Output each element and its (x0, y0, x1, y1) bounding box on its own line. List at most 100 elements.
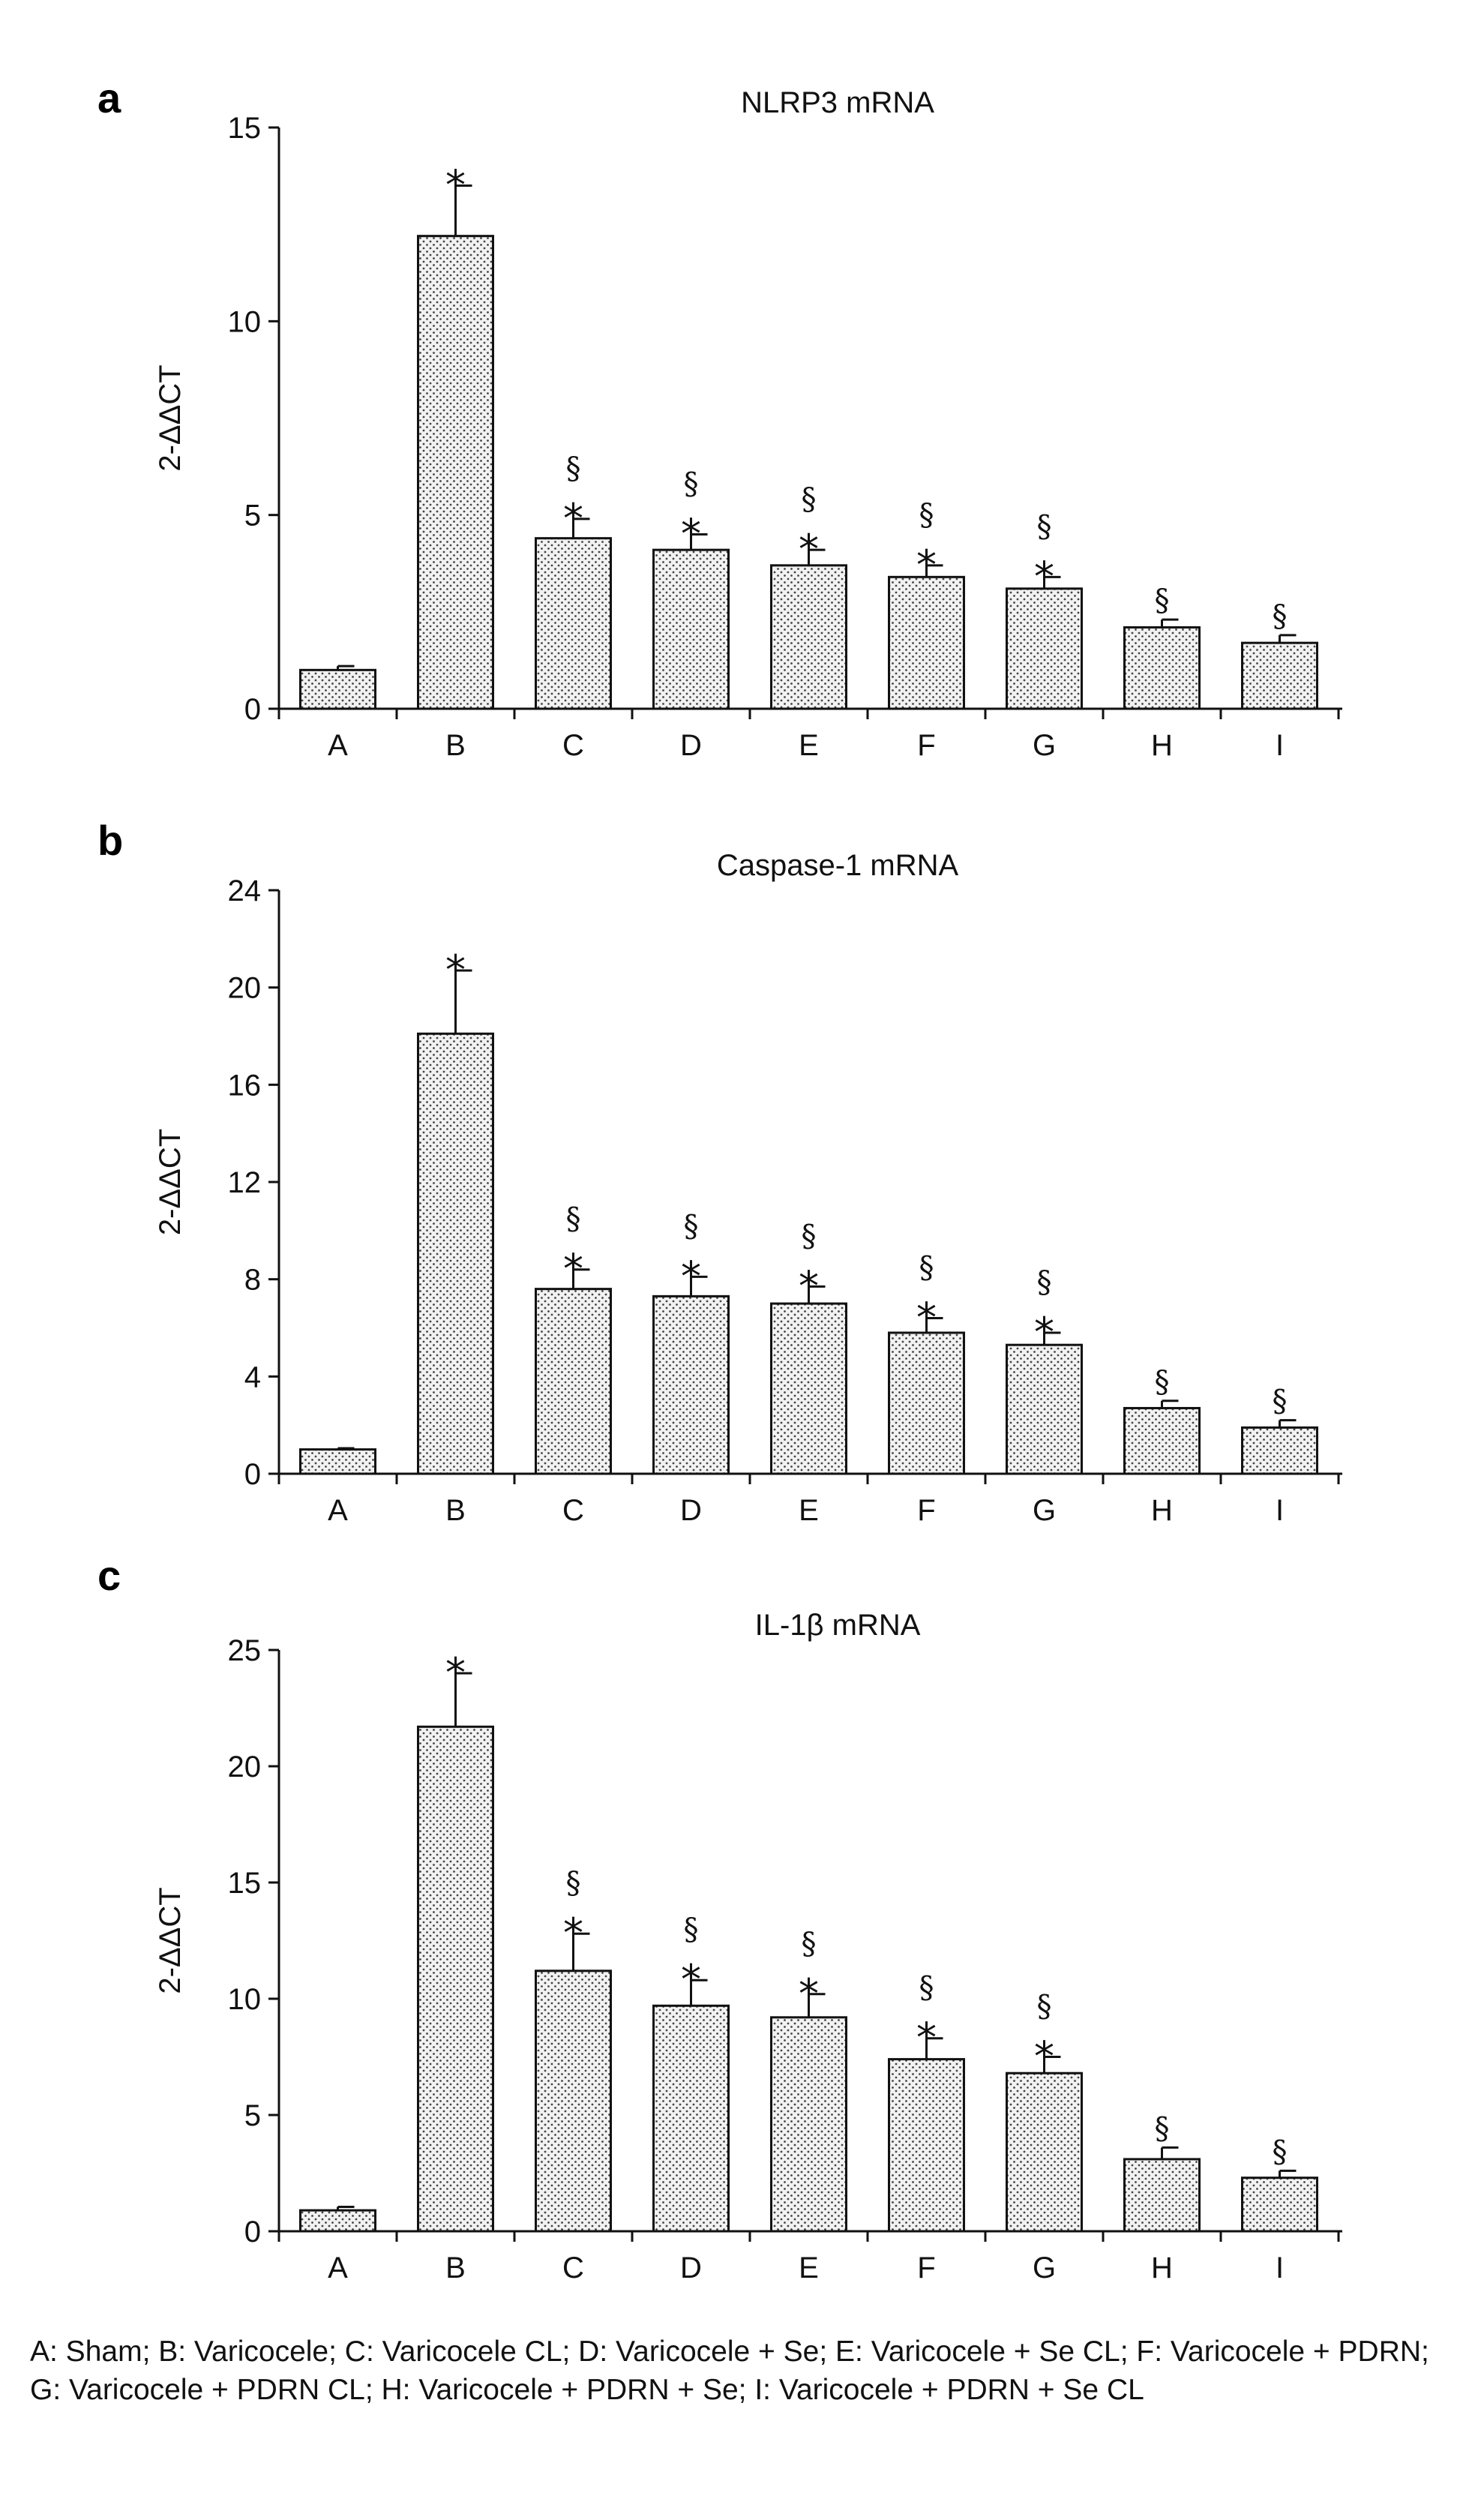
x-tick-label: F (917, 2252, 935, 2284)
figure: a NLRP3 mRNA 2-ΔΔCT 0 5 10 15 A B * C * § D * § E * § F * § G *… (97, 74, 1342, 2284)
significance-section: § (1155, 2111, 1170, 2146)
significance-section: § (802, 1219, 817, 1253)
significance-section: § (1155, 584, 1170, 618)
significance-section: § (566, 1202, 581, 1237)
significance-star: * (916, 1294, 937, 1342)
y-tick-label: 20 (228, 1750, 262, 1784)
y-tick-label: 24 (228, 874, 262, 908)
y-tick-label: 16 (228, 1069, 262, 1102)
x-tick-label: H (1151, 729, 1173, 762)
bar-B (417, 1725, 494, 2233)
x-tick-label: G (1033, 1494, 1056, 1527)
significance-star: * (563, 1910, 583, 1957)
y-tick-label: 15 (228, 112, 262, 145)
bar-F (888, 2058, 965, 2233)
x-tick-label: A (328, 729, 348, 762)
chart-panel-a: a NLRP3 mRNA 2-ΔΔCT 0 5 10 15 A B * C * § D * § E * § F * § G *… (97, 74, 1342, 762)
significance-star: * (445, 946, 466, 994)
significance-section: § (1273, 599, 1288, 634)
bar-C (535, 537, 612, 710)
significance-star: * (799, 1262, 819, 1310)
bar-B (417, 1032, 494, 1475)
significance-section: § (1155, 1365, 1170, 1400)
x-tick-label: F (917, 1494, 935, 1527)
significance-star: * (799, 526, 819, 573)
significance-star: * (681, 511, 701, 558)
x-tick-label: D (680, 729, 702, 762)
bar-A (299, 1448, 376, 1475)
significance-section: § (566, 452, 581, 486)
x-tick-label: H (1151, 2252, 1173, 2284)
x-tick-label: I (1276, 2252, 1284, 2284)
chart-title: IL-1β mRNA (755, 1609, 921, 1642)
figure-caption: A: Sham; B: Varicocele; C: Varicocele CL… (30, 2336, 1429, 2406)
x-tick-label: G (1033, 729, 1056, 762)
significance-section: § (802, 1927, 817, 1961)
bar-H (1123, 626, 1201, 710)
chart-title: Caspase-1 mRNA (717, 849, 959, 882)
significance-section: § (1273, 2134, 1288, 2169)
panel-letter: b (97, 817, 123, 864)
x-tick-label: B (445, 2252, 466, 2284)
y-tick-label: 15 (228, 1867, 262, 1900)
significance-star: * (916, 542, 937, 589)
chart-title: NLRP3 mRNA (741, 86, 934, 119)
bar-G (1006, 587, 1083, 710)
y-tick-label: 10 (228, 305, 262, 338)
bar-C (535, 1288, 612, 1475)
significance-star: * (563, 1246, 583, 1293)
y-tick-label: 20 (228, 972, 262, 1005)
significance-star: * (1034, 553, 1054, 600)
significance-star: * (1034, 2033, 1054, 2080)
bar-H (1123, 1406, 1201, 1475)
x-tick-label: D (680, 2252, 702, 2284)
significance-section: § (684, 1209, 699, 1244)
x-tick-label: I (1276, 729, 1284, 762)
y-tick-label: 5 (244, 500, 261, 532)
bar-E (770, 564, 847, 710)
x-tick-label: G (1033, 2252, 1056, 2284)
panel-letter: c (97, 1552, 121, 1599)
x-tick-label: E (799, 729, 819, 762)
significance-section: § (919, 1971, 934, 2006)
significance-section: § (1273, 1384, 1288, 1419)
bar-G (1006, 2072, 1083, 2233)
x-tick-label: B (445, 1494, 466, 1527)
y-tick-label: 8 (244, 1264, 261, 1297)
y-tick-label: 0 (244, 1458, 261, 1491)
significance-star: * (1034, 1309, 1054, 1356)
y-tick-label: 5 (244, 2099, 261, 2132)
x-tick-label: A (328, 1494, 348, 1527)
bar-E (770, 2016, 847, 2233)
bar-F (888, 575, 965, 710)
x-tick-label: B (445, 729, 466, 762)
y-axis-label: 2-ΔΔCT (154, 1129, 187, 1235)
bar-C (535, 1970, 612, 2233)
bar-E (770, 1302, 847, 1475)
x-tick-label: E (799, 1494, 819, 1527)
bar-A (299, 2209, 376, 2233)
x-tick-label: E (799, 2252, 819, 2284)
significance-star: * (445, 1649, 466, 1696)
bar-I (1241, 2176, 1318, 2233)
significance-section: § (684, 1912, 699, 1947)
y-tick-label: 25 (228, 1634, 262, 1667)
x-tick-label: H (1151, 1494, 1173, 1527)
y-tick-label: 0 (244, 693, 261, 726)
significance-section: § (684, 467, 699, 502)
significance-section: § (1037, 1990, 1052, 2024)
significance-star: * (799, 1970, 819, 2018)
bar-D (652, 548, 730, 710)
significance-star: * (681, 1956, 701, 2003)
significance-section: § (1037, 1265, 1052, 1300)
y-tick-label: 0 (244, 2216, 261, 2248)
significance-star: * (916, 2014, 937, 2062)
bar-D (652, 1294, 730, 1475)
significance-section: § (919, 498, 934, 532)
x-tick-label: C (562, 1494, 584, 1527)
significance-section: § (919, 1251, 934, 1286)
bar-H (1123, 2158, 1201, 2233)
significance-star: * (681, 1252, 701, 1300)
bar-G (1006, 1343, 1083, 1475)
y-tick-label: 10 (228, 1983, 262, 2016)
